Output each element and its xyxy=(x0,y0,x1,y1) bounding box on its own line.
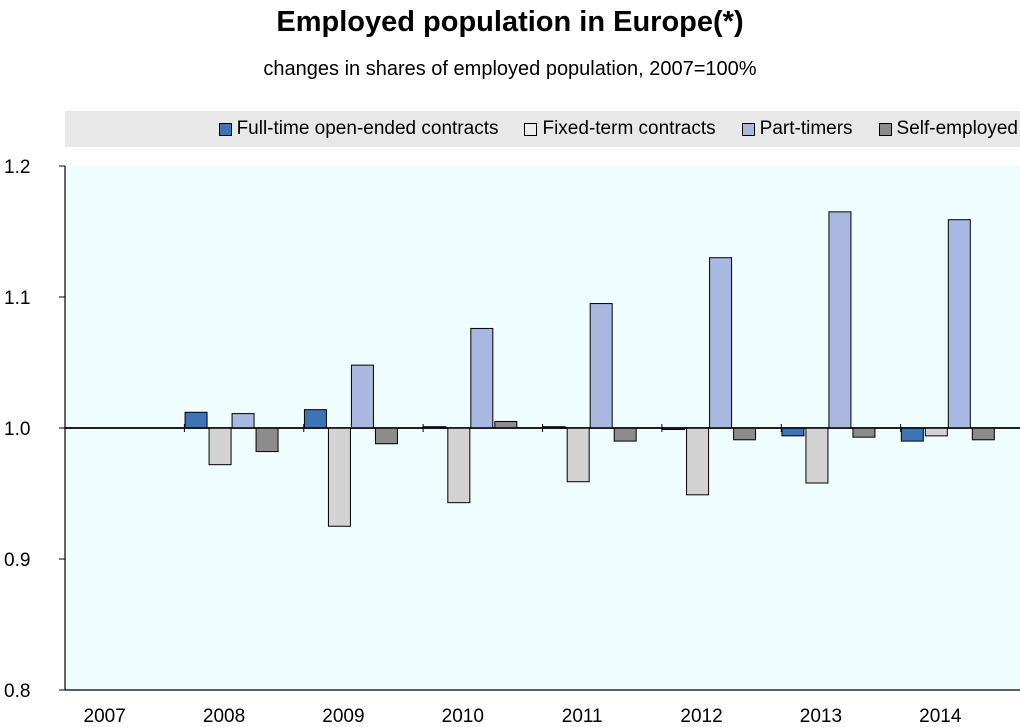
bar-1-2010 xyxy=(447,427,471,504)
y-tick-label-2: 1.0 xyxy=(4,419,30,440)
y-tick-label-0: 0.8 xyxy=(4,681,30,702)
x-tick-label-2009: 2009 xyxy=(322,706,364,727)
legend-band: Full-time open-ended contracts Fixed-ter… xyxy=(65,111,1020,147)
legend-swatch-self-employed xyxy=(878,122,892,136)
bar-3-2008 xyxy=(255,427,279,453)
bar-3-2014 xyxy=(971,427,995,441)
legend-item-fixed-term: Fixed-term contracts xyxy=(524,118,716,140)
bar-0-2008 xyxy=(184,411,208,429)
legend-swatch-fixed-term xyxy=(524,122,538,136)
bar-1-2008 xyxy=(208,427,232,466)
chart-subtitle: changes in shares of employed population… xyxy=(263,58,757,80)
bar-3-2009 xyxy=(374,427,398,445)
bar-1-2009 xyxy=(327,427,351,527)
x-tick-label-2012: 2012 xyxy=(680,706,722,727)
bar-2-2009 xyxy=(350,364,374,429)
y-tick-label-3: 1.1 xyxy=(4,288,30,309)
bar-1-2014 xyxy=(924,427,948,437)
bar-2-2014 xyxy=(947,219,971,429)
legend-item-full-time: Full-time open-ended contracts xyxy=(218,118,499,140)
x-tick-label-2013: 2013 xyxy=(800,706,842,727)
x-tick-label-2010: 2010 xyxy=(442,706,484,727)
legend-item-part-timers: Part-timers xyxy=(741,118,853,140)
x-tick-label-2011: 2011 xyxy=(562,706,603,727)
bar-2-2008 xyxy=(231,413,255,429)
legend-label-self-employed: Self-employed xyxy=(896,118,1018,139)
bar-1-2012 xyxy=(686,427,710,496)
y-tick-label-1: 0.9 xyxy=(4,550,30,571)
bar-0-2009 xyxy=(303,409,327,429)
bar-3-2011 xyxy=(613,427,637,442)
bar-0-2014 xyxy=(900,427,924,442)
x-tick-label-2014: 2014 xyxy=(919,706,962,727)
x-tick-label-2008: 2008 xyxy=(203,706,245,727)
legend-swatch-full-time xyxy=(218,122,232,136)
x-tick-label-2007: 2007 xyxy=(84,706,126,727)
legend-label-full-time: Full-time open-ended contracts xyxy=(236,118,499,139)
bar-3-2010 xyxy=(494,420,518,429)
legend-item-self-employed: Self-employed xyxy=(878,118,1018,140)
bar-1-2013 xyxy=(805,427,829,484)
legend: Full-time open-ended contracts Fixed-ter… xyxy=(65,111,1020,147)
bar-2-2013 xyxy=(828,211,852,429)
legend-swatch-part-timers xyxy=(741,122,755,136)
legend-label-part-timers: Part-timers xyxy=(759,118,853,139)
bar-2-2011 xyxy=(589,303,613,429)
y-tick-label-4: 1.2 xyxy=(4,157,30,178)
legend-label-fixed-term: Fixed-term contracts xyxy=(542,118,716,139)
bar-2-2010 xyxy=(470,327,494,429)
bar-2-2012 xyxy=(709,257,733,429)
bar-3-2012 xyxy=(733,427,757,441)
bar-0-2013 xyxy=(781,427,805,437)
chart-title: Employed population in Europe(*) xyxy=(276,6,744,38)
bar-1-2011 xyxy=(566,427,590,483)
bar-3-2013 xyxy=(852,427,876,438)
